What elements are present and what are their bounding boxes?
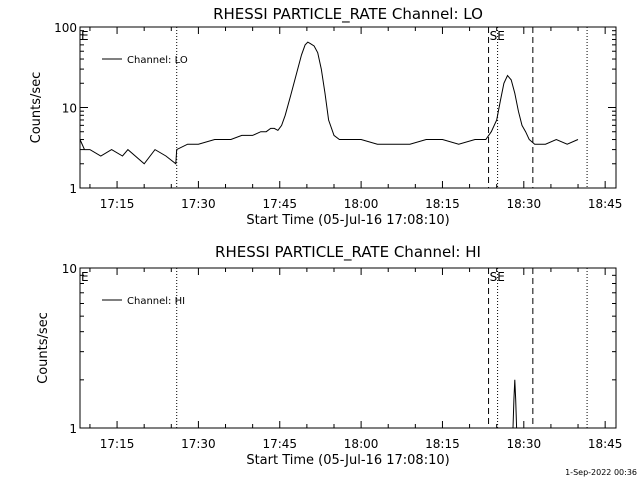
- footer-timestamp: 1-Sep-2022 00:36: [565, 468, 637, 477]
- chart-title: RHESSI PARTICLE_RATE Channel: LO: [213, 5, 483, 24]
- x-tick-label: 17:30: [181, 437, 216, 451]
- x-axis-label: Start Time (05-Jul-16 17:08:10): [246, 453, 449, 468]
- flag-label: SE: [490, 270, 505, 284]
- y-tick-label: 100: [54, 21, 77, 35]
- series-line: [512, 379, 518, 429]
- y-axis-label: Counts/sec: [29, 72, 44, 144]
- chart-title: RHESSI PARTICLE_RATE Channel: HI: [215, 243, 481, 262]
- x-tick-label: 17:45: [262, 197, 297, 211]
- flag-label: E: [81, 29, 89, 43]
- x-tick-label: 17:45: [262, 437, 297, 451]
- y-tick-label: 1: [69, 422, 77, 436]
- x-tick-label: 18:45: [588, 437, 623, 451]
- x-tick-label: 18:15: [425, 197, 460, 211]
- y-axis-label: Counts/sec: [36, 312, 51, 384]
- plot-frame: [79, 267, 617, 429]
- x-tick-label: 18:00: [344, 437, 379, 451]
- y-tick-label: 10: [62, 102, 77, 116]
- x-axis-label: Start Time (05-Jul-16 17:08:10): [246, 213, 449, 228]
- flag-label: SE: [490, 29, 505, 43]
- chart-panel-hi: RHESSI PARTICLE_RATE Channel: HI 17:15 17:…: [36, 243, 622, 468]
- plot-frame: [79, 26, 617, 189]
- legend-label: Channel: LO: [127, 55, 188, 66]
- x-tick-label: 18:45: [588, 197, 623, 211]
- series-line: [79, 41, 579, 165]
- x-tick-label: 17:15: [100, 197, 135, 211]
- chart-panel-lo: RHESSI PARTICLE_RATE Channel: LO 17:15 17:…: [29, 5, 622, 228]
- legend-label: Channel: HI: [127, 296, 185, 307]
- y-tick-label: 10: [62, 262, 77, 276]
- x-tick-label: 17:15: [100, 437, 135, 451]
- flag-label: E: [81, 270, 89, 284]
- x-tick-label: 18:00: [344, 197, 379, 211]
- x-tick-label: 18:30: [507, 197, 542, 211]
- y-tick-label: 1: [69, 182, 77, 196]
- x-tick-label: 18:30: [507, 437, 542, 451]
- x-tick-label: 17:30: [181, 197, 216, 211]
- x-tick-label: 18:15: [425, 437, 460, 451]
